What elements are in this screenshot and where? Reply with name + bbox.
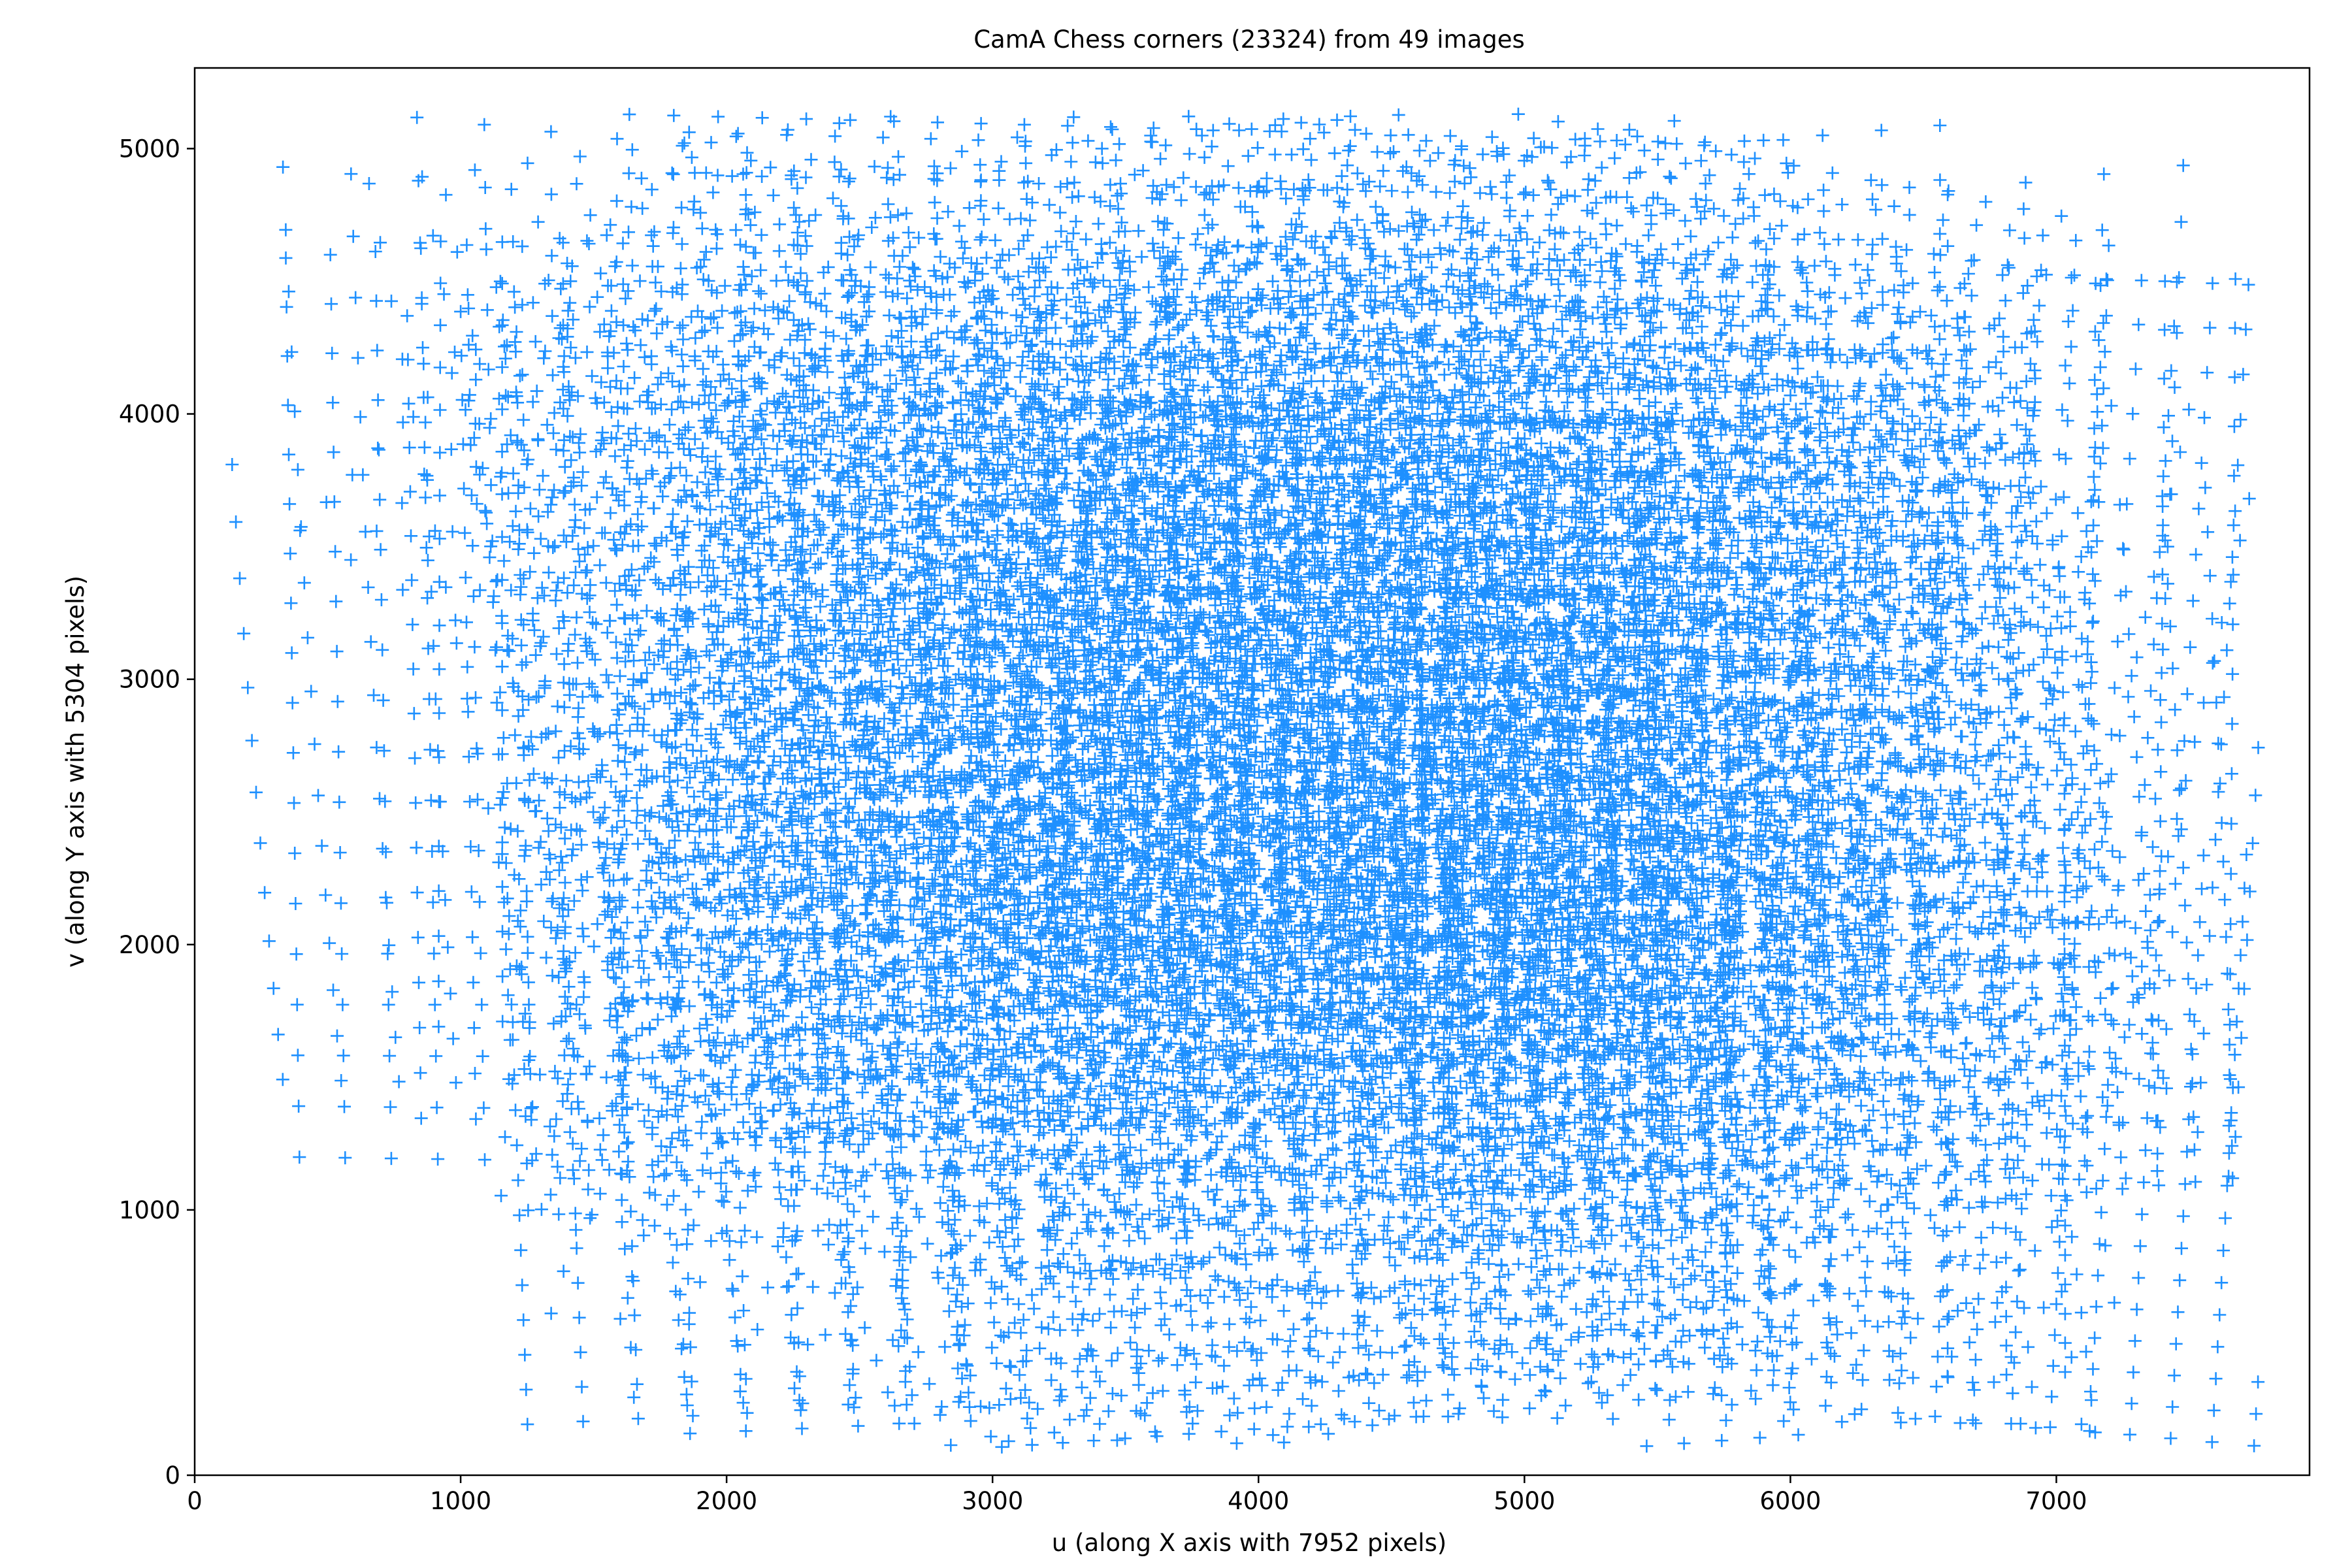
marker-group xyxy=(466,225,2240,1439)
x-tick-label: 4000 xyxy=(1228,1487,1289,1515)
x-tick-label: 6000 xyxy=(1759,1487,1821,1515)
y-axis: 0 1000 2000 3000 4000 5000 xyxy=(119,135,195,1490)
x-tick-label: 2000 xyxy=(696,1487,757,1515)
plot-frame xyxy=(193,67,2311,1477)
chart-title: CamA Chess corners (23324) from 49 image… xyxy=(973,25,1525,54)
marker-group xyxy=(293,136,2265,1452)
y-tick-label: 1000 xyxy=(119,1196,180,1224)
y-tick-label: 3000 xyxy=(119,666,180,694)
x-tick-label: 3000 xyxy=(962,1487,1023,1515)
x-axis-label: u (along X axis with 7952 pixels) xyxy=(1052,1529,1446,1557)
y-tick-label: 2000 xyxy=(119,931,180,959)
y-tick-label: 4000 xyxy=(119,400,180,429)
x-tick-label: 7000 xyxy=(2025,1487,2087,1515)
x-axis: 0 1000 2000 3000 4000 5000 6000 7000 xyxy=(187,1475,2087,1515)
x-tick-label: 5000 xyxy=(1494,1487,1555,1515)
y-tick-label: 5000 xyxy=(119,135,180,163)
scatter-markers xyxy=(225,107,2265,1454)
y-tick-label: 0 xyxy=(165,1462,180,1490)
y-axis-label: v (along Y axis with 5304 pixels) xyxy=(61,576,90,968)
x-tick-label: 0 xyxy=(187,1487,203,1515)
x-tick-label: 1000 xyxy=(430,1487,491,1515)
